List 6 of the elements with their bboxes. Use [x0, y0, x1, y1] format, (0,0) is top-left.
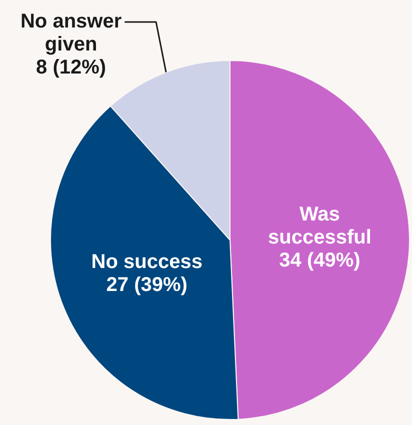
data-label: 27 (39%)	[106, 274, 188, 296]
slice-label: No success	[91, 250, 202, 273]
data-label: 8 (12%)	[36, 56, 106, 79]
slice-label: Was successful	[268, 203, 372, 248]
slice-label: No answer given	[20, 10, 122, 56]
data-label: 34 (49%)	[279, 249, 360, 272]
